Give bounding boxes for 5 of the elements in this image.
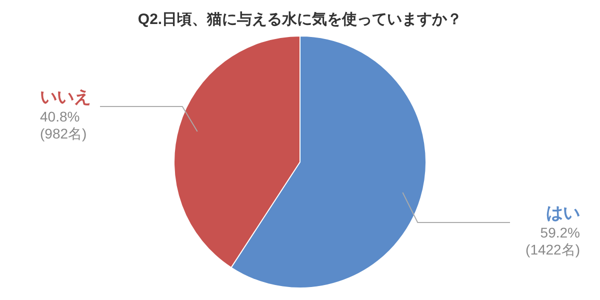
chart-title: Q2.日頃、猫に与える水に気を使っていますか？ <box>138 11 462 28</box>
slice-label: はい <box>546 204 580 223</box>
slice-label: いいえ <box>40 87 91 106</box>
data-label: 40.8% (982名) <box>40 108 87 142</box>
data-label: 59.2% (1422名) <box>526 224 580 258</box>
